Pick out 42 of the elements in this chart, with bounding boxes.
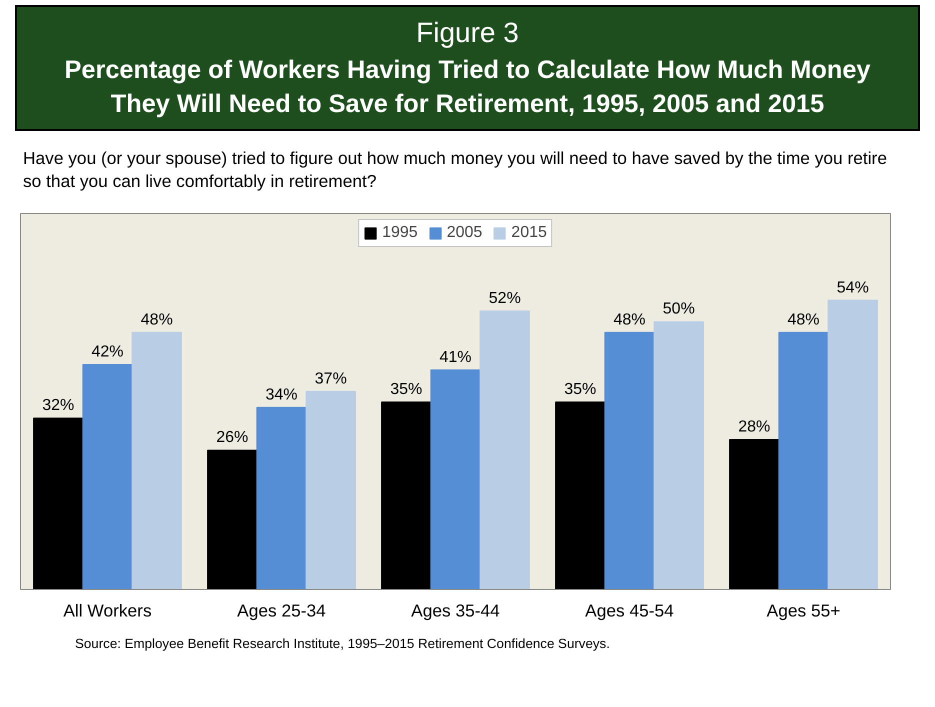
bar xyxy=(654,322,704,590)
bar xyxy=(555,402,606,590)
data-label: 41% xyxy=(439,349,472,366)
bar xyxy=(33,418,84,590)
bar xyxy=(828,300,878,590)
x-tick-label: Ages 35-44 xyxy=(411,600,500,621)
data-label: 26% xyxy=(216,430,248,447)
data-label: 34% xyxy=(265,386,298,404)
data-label: 37% xyxy=(314,370,347,388)
bar xyxy=(729,439,780,590)
bar xyxy=(604,332,655,590)
data-label: 35% xyxy=(564,381,596,398)
text: Have you (or your spouse) tried to figure out how much money you will need to have saved by the time you retire so that you can live comfortably in retirement? xyxy=(22,147,888,192)
bar xyxy=(778,332,829,590)
bar xyxy=(480,310,530,590)
bar xyxy=(256,407,307,590)
bar xyxy=(132,332,182,590)
x-tick-label: All Workers xyxy=(63,600,152,621)
data-label: 32% xyxy=(42,398,74,415)
chart-subtitle: Percentage of Workers Having Tried to Calculate How Much Money They Will Need to Save for Retirement, 1995, 2005 and 2015 xyxy=(64,55,872,120)
legend-label: 2015 xyxy=(511,224,547,242)
bar xyxy=(82,364,133,590)
data-label: 50% xyxy=(662,301,695,318)
data-label: 28% xyxy=(738,418,770,436)
bar xyxy=(207,450,258,590)
data-label: 48% xyxy=(140,312,173,329)
legend-label: 1995 xyxy=(382,224,418,242)
bar xyxy=(430,370,481,590)
x-tick-label: Ages 55+ xyxy=(766,600,840,621)
data-label: 48% xyxy=(787,312,820,329)
data-label: 54% xyxy=(836,280,869,297)
data-label: 52% xyxy=(488,290,521,308)
source-note: Source: Employee Benefit Research Institute, 1995–2015 Retirement Confidence Surveys. xyxy=(74,635,611,654)
data-label: 42% xyxy=(91,344,124,361)
bar xyxy=(306,391,356,590)
bar xyxy=(381,402,432,590)
legend-label: 2005 xyxy=(446,224,482,242)
data-label: 35% xyxy=(390,381,422,398)
x-tick-label: Ages 25-34 xyxy=(237,600,326,621)
chart-title: Figure 3 xyxy=(415,16,520,50)
data-label: 48% xyxy=(613,312,646,329)
x-tick-label: Ages 45-54 xyxy=(585,600,674,621)
